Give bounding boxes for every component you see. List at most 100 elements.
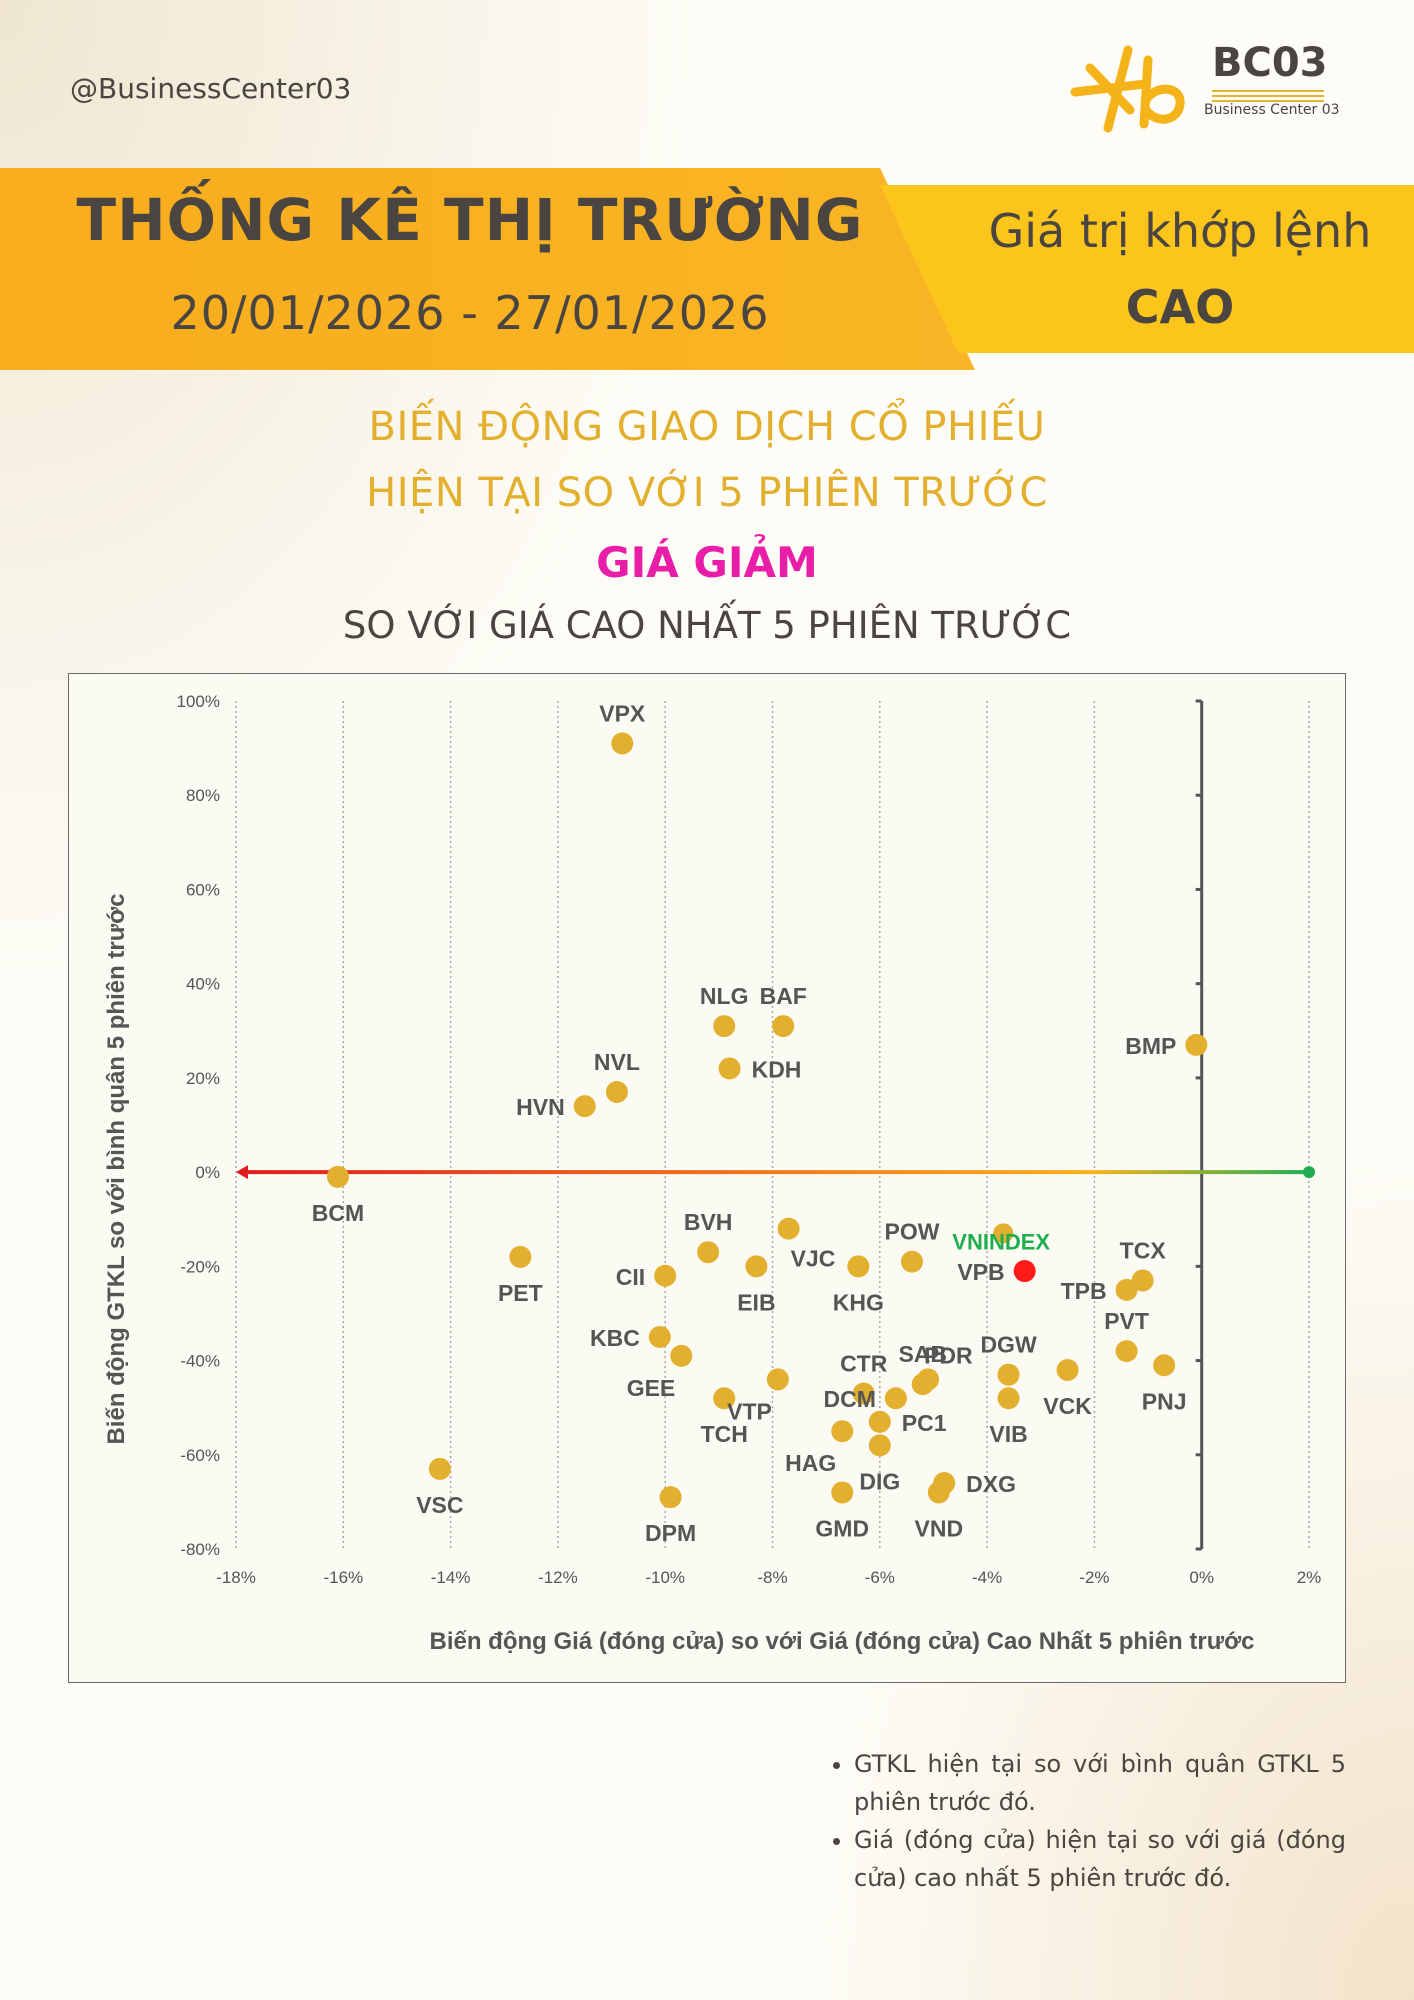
data-point	[997, 1363, 1020, 1386]
data-point-label: VIB	[989, 1421, 1027, 1447]
chart-canvas: -18% -16% -14% -12% -10% -8% -6% -4% -2% 0% 2% 100%…	[103, 692, 1322, 1655]
social-handle: @BusinessCenter03	[70, 72, 352, 105]
data-point	[852, 1382, 875, 1405]
data-point	[831, 1420, 854, 1443]
logo-lines	[1212, 90, 1324, 105]
data-point-label: BVH	[684, 1209, 733, 1235]
x-tick-label: -4%	[972, 1568, 1002, 1587]
data-point-label: TCX	[1120, 1237, 1167, 1263]
data-point-label: BMP	[1125, 1033, 1176, 1059]
footnote-item: Giá (đóng cửa) hiện tại so với giá (đóng…	[854, 1821, 1346, 1897]
y-tick-label: 100%	[177, 692, 220, 711]
x-tick-label: -6%	[865, 1568, 895, 1587]
metric-level: CAO	[1125, 280, 1235, 334]
y-axis-title: Biến động GTKL so với bình quân 5 phiên …	[103, 893, 130, 1444]
data-point	[745, 1255, 768, 1278]
kb-star-icon	[1070, 45, 1185, 133]
data-point	[777, 1217, 800, 1240]
data-point-label: TCH	[701, 1421, 748, 1447]
data-point	[718, 1057, 741, 1080]
data-point-label: PDR	[924, 1342, 973, 1368]
x-tick-label: -10%	[645, 1568, 685, 1587]
data-point	[1013, 1260, 1036, 1283]
y-tick-label: -40%	[180, 1352, 220, 1371]
data-point-label: DXG	[966, 1471, 1016, 1497]
footnote-item: GTKL hiện tại so với bình quân GTKL 5 ph…	[854, 1745, 1346, 1821]
data-point-label: PVT	[1104, 1308, 1149, 1334]
data-point-label: HVN	[516, 1094, 565, 1120]
subtitle-line4: SO VỚI GIÁ CAO NHẤT 5 PHIÊN TRƯỚC	[342, 604, 1072, 647]
data-point-label: TPB	[1061, 1278, 1107, 1304]
data-point	[654, 1264, 677, 1287]
data-point-label: GMD	[815, 1515, 869, 1541]
x-tick-label: -14%	[431, 1568, 471, 1587]
subtitle-highlight: GIÁ GIẢM	[596, 538, 818, 587]
data-point	[868, 1434, 891, 1457]
data-point	[659, 1486, 682, 1509]
logo-subtitle: Business Center 03	[1204, 102, 1340, 118]
scatter-chart: -18% -16% -14% -12% -10% -8% -6% -4% -2% 0% 2% 100%…	[68, 673, 1346, 1683]
data-point	[713, 1015, 736, 1038]
x-tick-label: -12%	[538, 1568, 578, 1587]
data-point-label: NLG	[700, 983, 749, 1009]
subtitle-line2: HIỆN TẠI SO VỚI 5 PHIÊN TRƯỚC	[366, 470, 1048, 516]
data-point	[428, 1457, 451, 1480]
data-point	[772, 1015, 795, 1038]
footnotes: GTKL hiện tại so với bình quân GTKL 5 ph…	[826, 1745, 1346, 1897]
data-point-label: DCM	[824, 1386, 876, 1412]
data-point-label: VCK	[1043, 1393, 1092, 1419]
data-point-label: VPX	[599, 700, 646, 726]
data-point-label: VTP	[727, 1398, 772, 1424]
data-point	[1115, 1340, 1138, 1363]
date-range: 20/01/2026 - 27/01/2026	[170, 286, 770, 340]
data-point	[868, 1410, 891, 1433]
data-point-label: VNINDEX	[952, 1229, 1050, 1254]
data-point	[605, 1081, 628, 1104]
data-point	[1056, 1358, 1079, 1381]
data-point-label: PC1	[902, 1410, 947, 1436]
data-point-label: VPB	[957, 1259, 1004, 1285]
y-tick-label: -20%	[180, 1257, 220, 1276]
data-point-label: DPM	[645, 1520, 696, 1546]
data-point	[697, 1241, 720, 1264]
data-point-label: BCM	[312, 1200, 364, 1226]
data-point-label: POW	[885, 1219, 940, 1245]
data-point-label: PNJ	[1142, 1388, 1187, 1414]
data-point	[831, 1481, 854, 1504]
data-point-label: PET	[498, 1280, 543, 1306]
data-point	[670, 1344, 693, 1367]
data-point-label: CTR	[840, 1351, 888, 1377]
data-point	[1185, 1033, 1208, 1056]
y-tick-label: 20%	[186, 1069, 220, 1088]
y-tick-label: 0%	[195, 1163, 220, 1182]
data-point	[993, 1223, 1014, 1244]
zero-line	[244, 1170, 1309, 1175]
data-point	[713, 1387, 736, 1410]
x-tick-label: -18%	[216, 1568, 256, 1587]
y-tick-label: 80%	[186, 786, 220, 805]
data-point-label: KDH	[752, 1056, 802, 1082]
y-tick-label: 60%	[186, 880, 220, 899]
data-point-label: BAF	[760, 983, 807, 1009]
data-point	[573, 1095, 596, 1118]
x-axis-title: Biến động Giá (đóng cửa) so với Giá (đón…	[430, 1628, 1255, 1655]
data-point-label: EIB	[737, 1289, 775, 1315]
zero-line-arrow	[236, 1165, 248, 1180]
data-point	[1153, 1354, 1176, 1377]
x-tick-label: -8%	[757, 1568, 787, 1587]
data-point-label: DIG	[859, 1468, 900, 1494]
metric-label: Giá trị khớp lệnh	[988, 204, 1372, 258]
logo-title: BC03	[1212, 40, 1328, 86]
data-point	[847, 1255, 870, 1278]
data-point-label: DGW	[980, 1332, 1037, 1358]
brand-logo: BC03 Business Center 03	[1070, 40, 1340, 140]
data-point-label: VSC	[416, 1492, 463, 1518]
x-tick-label: -2%	[1079, 1568, 1109, 1587]
data-point	[766, 1368, 789, 1391]
data-point-label: KBC	[590, 1325, 640, 1351]
page-title: THỐNG KÊ THỊ TRƯỜNG	[76, 186, 864, 254]
subtitle-line1: BIẾN ĐỘNG GIAO DỊCH CỔ PHIẾU	[368, 404, 1046, 450]
x-tick-label: 2%	[1297, 1568, 1322, 1587]
data-point-label: NVL	[594, 1049, 640, 1075]
data-point	[648, 1326, 671, 1348]
